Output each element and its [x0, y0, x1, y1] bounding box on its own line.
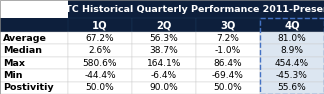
Bar	[68, 82, 132, 94]
Text: 2Q: 2Q	[156, 20, 172, 30]
Text: -1.0%: -1.0%	[215, 46, 241, 55]
Text: -69.4%: -69.4%	[212, 71, 244, 80]
Text: 3Q: 3Q	[220, 20, 236, 30]
Bar	[68, 57, 132, 69]
Text: 454.4%: 454.4%	[275, 58, 309, 67]
Text: 56.3%: 56.3%	[150, 34, 179, 43]
Text: Median: Median	[3, 46, 42, 55]
Bar	[0, 18, 68, 32]
Bar	[0, 0, 68, 18]
Bar	[260, 44, 324, 57]
Text: -44.4%: -44.4%	[84, 71, 116, 80]
Bar	[68, 69, 132, 82]
Text: 50.0%: 50.0%	[86, 83, 114, 92]
Text: 4Q: 4Q	[284, 20, 300, 30]
Text: -6.4%: -6.4%	[151, 71, 177, 80]
Bar	[196, 44, 260, 57]
Bar	[0, 57, 68, 69]
Bar	[68, 18, 132, 32]
Bar	[132, 69, 196, 82]
Bar	[260, 32, 324, 44]
Text: 2.6%: 2.6%	[88, 46, 111, 55]
Text: 55.6%: 55.6%	[278, 83, 307, 92]
Text: Max: Max	[3, 58, 25, 67]
Bar	[0, 69, 68, 82]
Text: Postivitiy: Postivitiy	[3, 83, 54, 92]
Text: -45.3%: -45.3%	[276, 71, 308, 80]
Bar	[260, 82, 324, 94]
Text: 50.0%: 50.0%	[214, 83, 242, 92]
Text: BTC Historical Quarterly Performance 2011-Present: BTC Historical Quarterly Performance 201…	[58, 5, 324, 14]
Bar	[196, 69, 260, 82]
Bar	[0, 82, 68, 94]
Bar	[196, 18, 260, 32]
Text: 1Q: 1Q	[92, 20, 108, 30]
Bar	[132, 32, 196, 44]
Bar	[68, 0, 324, 18]
Text: 90.0%: 90.0%	[150, 83, 179, 92]
Text: 81.0%: 81.0%	[278, 34, 307, 43]
Bar	[260, 18, 324, 94]
Bar	[68, 32, 132, 44]
Bar	[132, 18, 196, 32]
Bar	[260, 57, 324, 69]
Bar	[0, 32, 68, 44]
Bar	[68, 44, 132, 57]
Bar	[196, 32, 260, 44]
Text: Min: Min	[3, 71, 22, 80]
Bar	[132, 82, 196, 94]
Text: 86.4%: 86.4%	[214, 58, 242, 67]
Bar	[196, 82, 260, 94]
Bar	[260, 18, 324, 32]
Text: 38.7%: 38.7%	[150, 46, 179, 55]
Bar	[260, 69, 324, 82]
Text: 164.1%: 164.1%	[147, 58, 181, 67]
Bar	[132, 57, 196, 69]
Text: 8.9%: 8.9%	[281, 46, 304, 55]
Text: 67.2%: 67.2%	[86, 34, 114, 43]
Bar	[196, 57, 260, 69]
Text: 580.6%: 580.6%	[83, 58, 117, 67]
Bar	[0, 44, 68, 57]
Bar	[132, 44, 196, 57]
Text: 7.2%: 7.2%	[216, 34, 239, 43]
Text: Average: Average	[3, 34, 47, 43]
